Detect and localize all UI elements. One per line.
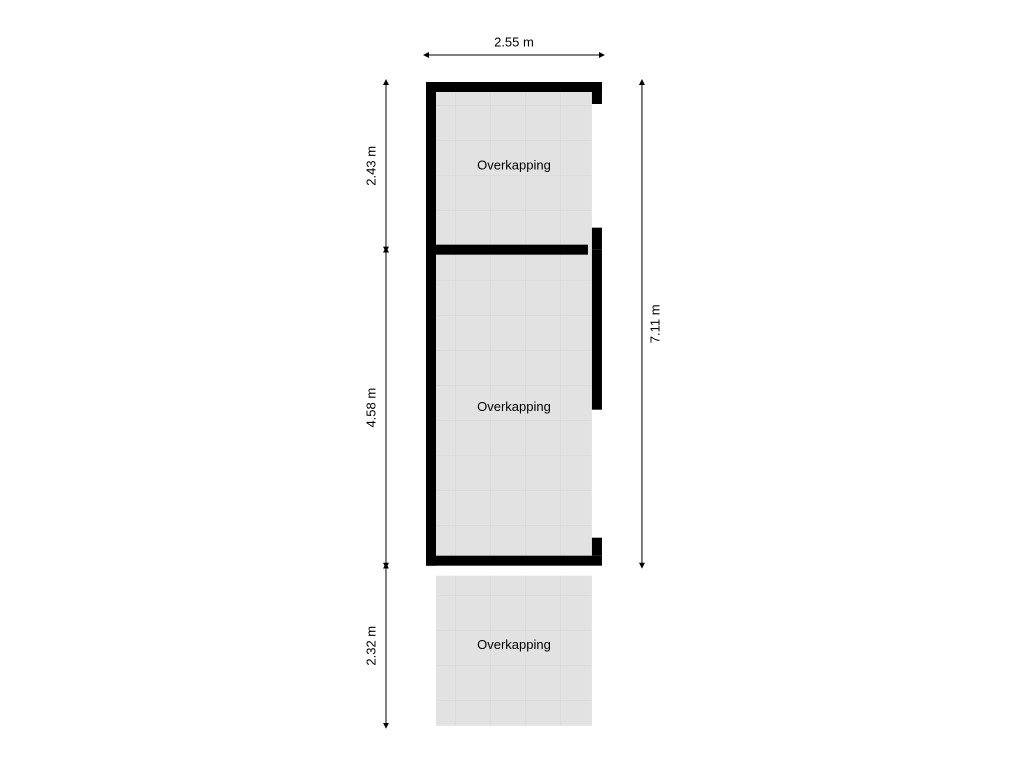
room-label-middle: Overkapping	[477, 399, 551, 414]
wall-right-mid-upper	[592, 228, 602, 250]
dim-right-label: 7.11 m	[647, 304, 662, 343]
dim-left-3-label: 2.32 m	[363, 626, 378, 666]
room-label-bottom: Overkapping	[477, 637, 551, 652]
room-label-top: Overkapping	[477, 157, 551, 172]
dim-top-label: 2.55 m	[494, 34, 534, 49]
wall-right-mid	[592, 250, 602, 410]
dim-left-2-label: 4.58 m	[363, 388, 378, 428]
dim-left-1-label: 2.43 m	[363, 146, 378, 186]
wall-divider	[426, 245, 588, 255]
wall-right-lower-stub	[592, 538, 602, 556]
wall-top	[426, 82, 602, 92]
wall-right-top-stub	[592, 82, 602, 104]
wall-bottom	[426, 556, 602, 566]
wall-left	[426, 82, 436, 566]
